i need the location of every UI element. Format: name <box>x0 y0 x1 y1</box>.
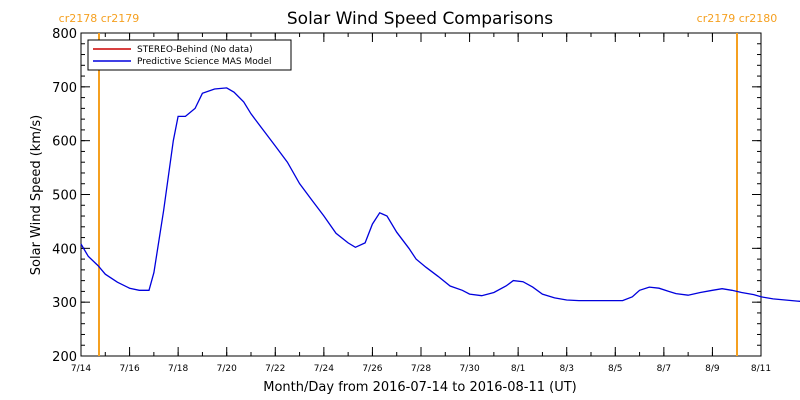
x-axis-label: Month/Day from 2016-07-14 to 2016-08-11 … <box>263 380 576 395</box>
y-tick-label: 500 <box>52 189 77 204</box>
y-axis: 200 300 400 500 600 700 800 <box>52 27 761 365</box>
y-tick-label: 700 <box>52 81 77 96</box>
y-tick-label: 200 <box>52 350 77 365</box>
x-tick-label: 7/30 <box>459 364 479 374</box>
y-tick-label: 300 <box>52 296 77 311</box>
x-tick-label: 8/3 <box>559 364 573 374</box>
series-layer <box>80 87 800 302</box>
carrington-markers: cr2178 cr2179 cr2179 cr2180 <box>59 12 778 356</box>
x-tick-label: 7/16 <box>119 364 139 374</box>
carrington-marker-label: cr2178 cr2179 <box>59 12 140 25</box>
legend-label-stereo: STEREO-Behind (No data) <box>137 45 253 55</box>
x-tick-label: 7/24 <box>314 364 334 374</box>
x-axis: 7/14 7/16 7/18 7/20 7/22 7/24 7/26 7/28 7/30 8/1 8… <box>71 33 771 374</box>
x-tick-label: 7/26 <box>362 364 382 374</box>
x-tick-label: 7/22 <box>265 364 285 374</box>
x-tick-label: 7/28 <box>411 364 431 374</box>
legend-box <box>87 39 292 71</box>
chart-title: Solar Wind Speed Comparisons <box>287 9 553 29</box>
y-tick-label: 800 <box>52 27 77 42</box>
x-tick-label: 8/5 <box>608 364 622 374</box>
x-tick-label: 8/7 <box>657 364 671 374</box>
x-tick-label: 7/14 <box>71 364 91 374</box>
y-axis-label: Solar Wind Speed (km/s) <box>29 115 44 275</box>
x-tick-label: 7/18 <box>168 364 188 374</box>
plot-area-frame <box>80 32 762 357</box>
carrington-marker-label: cr2179 cr2180 <box>697 12 778 25</box>
legend-label-mas: Predictive Science MAS Model <box>137 57 272 67</box>
y-tick-label: 600 <box>52 135 77 150</box>
x-tick-label: 7/20 <box>217 364 237 374</box>
y-tick-label: 400 <box>52 242 77 257</box>
legend: STEREO-Behind (No data) Predictive Scien… <box>87 39 292 71</box>
series-line-mas-model <box>80 87 800 302</box>
x-tick-label: 8/11 <box>751 364 771 374</box>
x-tick-label: 8/1 <box>511 364 525 374</box>
x-tick-label: 8/9 <box>705 364 720 374</box>
